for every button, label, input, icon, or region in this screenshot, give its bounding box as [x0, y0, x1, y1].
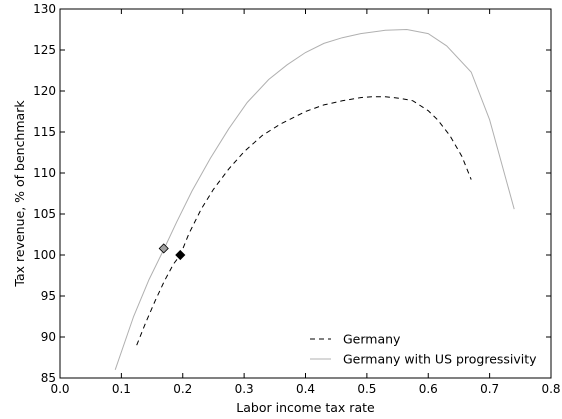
y-tick-label: 85 [41, 371, 56, 385]
series-layer [114, 28, 515, 370]
legend-label-germany-us-progressivity: Germany with US progressivity [343, 352, 537, 367]
x-axis-label: Labor income tax rate [236, 400, 375, 415]
x-tick-label: 0.5 [357, 382, 376, 396]
benchmark-marker-germany-us-progressivity [158, 243, 169, 254]
y-tick-label: 130 [33, 2, 56, 16]
marker-layer [158, 243, 186, 261]
y-tick-label: 120 [33, 84, 56, 98]
x-tick-label: 0.0 [50, 382, 69, 396]
x-tick-label: 0.4 [296, 382, 315, 396]
benchmark-marker-germany [175, 249, 186, 261]
y-tick-label: 115 [33, 125, 56, 139]
x-tick-label: 0.8 [541, 382, 560, 396]
legend-label-germany: Germany [343, 332, 401, 347]
y-tick-label: 125 [33, 43, 56, 57]
x-tick-label: 0.7 [480, 382, 499, 396]
series-line-germany-us-progressivity [114, 28, 515, 370]
y-tick-label: 90 [41, 330, 56, 344]
y-tick-label: 100 [33, 248, 56, 262]
y-tick-label: 105 [33, 207, 56, 221]
series-line-germany [136, 96, 472, 346]
x-tick-label: 0.6 [419, 382, 438, 396]
x-tick-label: 0.1 [112, 382, 131, 396]
y-tick-label: 95 [41, 289, 56, 303]
y-axis-label: Tax revenue, % of benchmark [12, 100, 27, 288]
y-tick-label: 110 [33, 166, 56, 180]
legend: Germany Germany with US progressivity [310, 332, 537, 367]
x-tick-label: 0.3 [235, 382, 254, 396]
x-tick-label: 0.2 [173, 382, 192, 396]
ticks-layer: 0.0 0.1 0.2 0.3 0.4 0.5 0.6 0.7 0.8 85 90 95 100 105 1… [33, 2, 560, 396]
plot-frame [59, 8, 552, 379]
